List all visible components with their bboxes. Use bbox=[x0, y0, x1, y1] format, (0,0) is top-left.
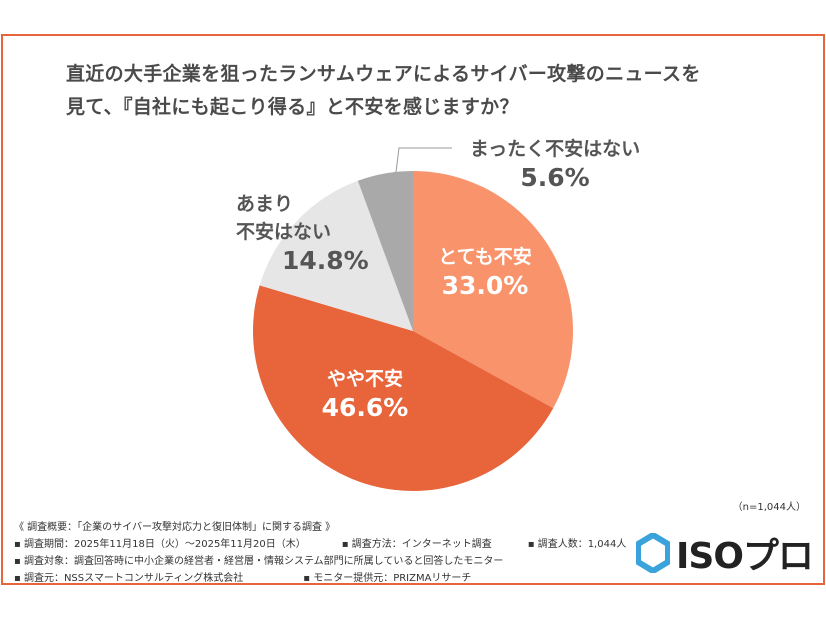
slice-name: やや不安 bbox=[326, 368, 403, 390]
slice-name: まったく不安はない bbox=[469, 138, 641, 160]
hexagon-logo-icon bbox=[636, 533, 670, 573]
survey-provider: ▪ モニター提供元：PRIZMAリサーチ bbox=[303, 573, 472, 584]
survey-org: ▪ 調査元：NSSスマートコンサルティング株式会社 bbox=[14, 573, 244, 584]
pie-slice-1 bbox=[253, 285, 554, 491]
slice-name-line1: あまり bbox=[236, 193, 294, 215]
slice-label-amari: あまり 不安はない 14.8% bbox=[236, 193, 369, 276]
slice-label-mattaku: まったく不安はない 5.6% bbox=[455, 138, 655, 193]
slice-value: 46.6% bbox=[321, 392, 409, 422]
slice-label-yaya: やや不安 46.6% bbox=[310, 368, 420, 423]
leader-line bbox=[395, 147, 452, 173]
slice-value: 5.6% bbox=[520, 162, 590, 192]
survey-period: ▪ 調査期間：2025年11月18日（火）～2025年11月20日（木） bbox=[14, 539, 306, 550]
survey-method: ▪ 調査方法：インターネット調査 bbox=[341, 539, 492, 550]
survey-footer: 《 調査概要：「企業のサイバー攻撃対応力と復旧体制」に関する調査 》 ▪ 調査期… bbox=[14, 519, 626, 587]
logo-text: ISOプロ bbox=[676, 536, 814, 577]
survey-count: ▪ 調査人数：1,044人 bbox=[527, 539, 627, 550]
chart-title: 直近の大手企業を狙ったランサムウェアによるサイバー攻撃のニュースを 見て、『自社… bbox=[66, 58, 701, 124]
slice-name-line2: 不安はない bbox=[236, 220, 332, 243]
slice-value: 14.8% bbox=[282, 245, 369, 275]
pie-slice-3 bbox=[357, 171, 413, 331]
slice-label-totemo: とても不安 33.0% bbox=[430, 246, 540, 301]
sample-size: （n=1,044人） bbox=[732, 502, 806, 513]
pie-slice-2 bbox=[259, 180, 413, 331]
survey-overview: 《 調査概要：「企業のサイバー攻撃対応力と復旧体制」に関する調査 》 bbox=[14, 522, 336, 533]
slice-name: とても不安 bbox=[438, 246, 532, 268]
slice-value: 33.0% bbox=[441, 270, 529, 300]
isopro-logo: ISOプロ bbox=[636, 527, 814, 579]
title-line-2: 見て、『自社にも起こり得る』と不安を感じますか？ bbox=[66, 96, 519, 118]
pie-slice-0 bbox=[413, 171, 573, 409]
title-line-1: 直近の大手企業を狙ったランサムウェアによるサイバー攻撃のニュースを bbox=[66, 63, 701, 85]
survey-target: ▪ 調査対象：調査回答時に中小企業の経営者・経営層・情報システム部門に所属してい… bbox=[14, 556, 504, 567]
